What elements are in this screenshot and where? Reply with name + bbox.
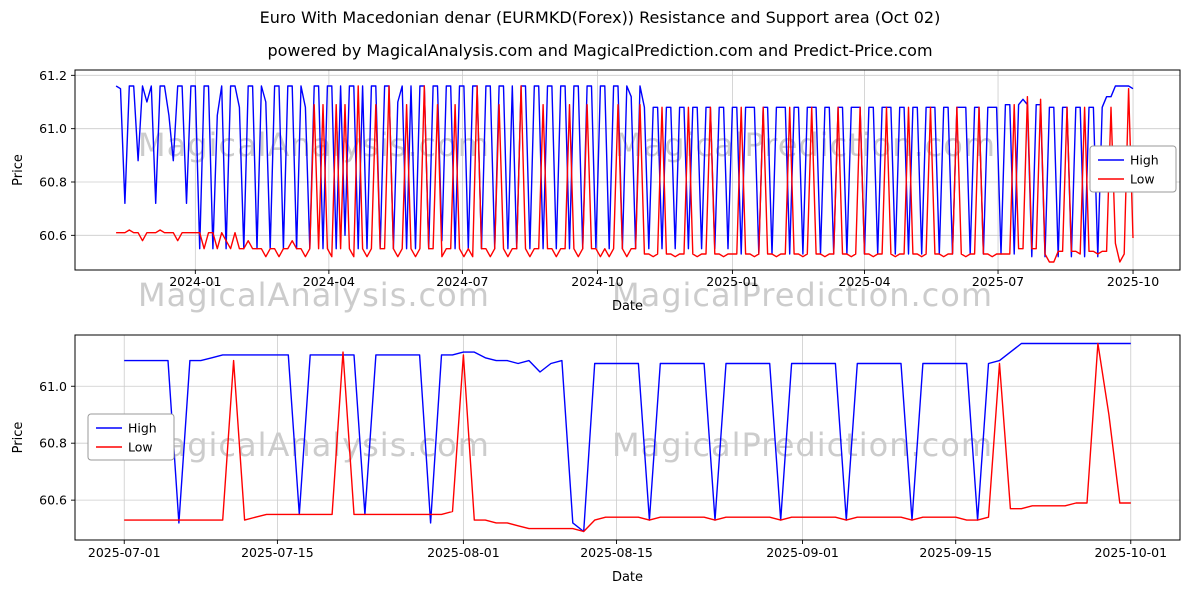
- x-axis-label: Date: [612, 570, 643, 585]
- x-tick-label: 2024-10: [571, 274, 623, 289]
- x-tick-label: 2025-07-15: [241, 545, 314, 560]
- x-tick-label: 2025-10: [1107, 274, 1159, 289]
- legend-label: High: [1130, 153, 1159, 168]
- low-line: [116, 85, 1134, 263]
- y-tick-label: 61.0: [39, 379, 67, 394]
- x-tick-label: 2024-04: [303, 274, 355, 289]
- high-line: [115, 85, 1134, 258]
- y-tick-label: 61.0: [39, 121, 67, 136]
- x-axis-label: Date: [612, 299, 643, 314]
- figure-title: Euro With Macedonian denar (EURMKD(Forex…: [259, 8, 941, 27]
- x-tick-label: 2025-07: [972, 274, 1024, 289]
- bottom-price-chart: 2025-07-01 2025-07-15 2025-08-01 2025-08-15…: [11, 334, 1181, 585]
- y-tick-label: 60.6: [39, 228, 67, 243]
- y-tick-label: 60.8: [39, 175, 67, 190]
- y-tick-label: 60.6: [39, 493, 67, 508]
- x-tick-label: 2025-08-15: [580, 545, 653, 560]
- legend-box: [1089, 145, 1177, 193]
- x-tick-label: 2024-01: [169, 274, 221, 289]
- y-axis-label: Price: [11, 154, 26, 186]
- legend-box: [87, 413, 175, 461]
- x-tick-label: 2025-01: [706, 274, 758, 289]
- figure-subtitle: powered by MagicalAnalysis.com and Magic…: [267, 41, 933, 60]
- plot-border: [74, 69, 1181, 271]
- legend-label: Low: [1130, 172, 1155, 187]
- y-tick-label: 61.2: [39, 68, 67, 83]
- x-tick-label: 2025-09-15: [919, 545, 992, 560]
- x-tick-label: 2025-08-01: [427, 545, 500, 560]
- x-tick-label: 2024-07: [436, 274, 488, 289]
- x-tick-label: 2025-04: [838, 274, 890, 289]
- y-axis-label: Price: [11, 422, 26, 454]
- legend-label: Low: [128, 440, 153, 455]
- x-tick-label: 2025-10-01: [1094, 545, 1167, 560]
- high-line: [124, 342, 1131, 533]
- legend-label: High: [128, 421, 157, 436]
- x-tick-label: 2025-07-01: [88, 545, 161, 560]
- low-line: [124, 342, 1131, 533]
- top-price-chart: 2024-01 2024-04 2024-07 2024-10 2025-01 2025-…: [11, 68, 1181, 314]
- plot-border: [74, 334, 1181, 541]
- y-tick-label: 60.8: [39, 436, 67, 451]
- x-tick-label: 2025-09-01: [766, 545, 839, 560]
